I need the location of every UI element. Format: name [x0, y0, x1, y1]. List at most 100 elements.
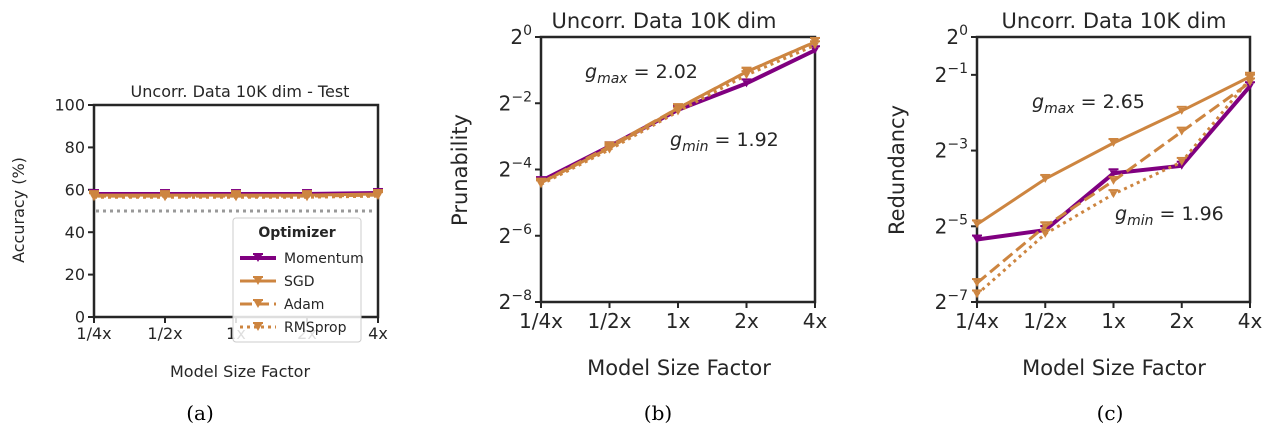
y-tick-label: 2−6: [499, 222, 532, 248]
caption-b: (b): [644, 401, 672, 425]
y-tick-label: 20: [946, 23, 968, 49]
gmin-subscript: min: [682, 139, 708, 155]
gmax-value: = 2.65: [1075, 91, 1145, 113]
data-point-adam: [1177, 128, 1186, 136]
x-tick-label-1x: 1x: [666, 309, 691, 333]
gmin-symbol: g: [670, 129, 682, 151]
data-point-rmsprop: [303, 194, 311, 202]
y-tick-base: 2: [946, 25, 959, 49]
x-tick-label-4x: 4x: [803, 309, 828, 333]
data-point-momentum: [811, 47, 819, 55]
gmin-symbol: g: [1115, 203, 1127, 225]
gmin-value: = 1.92: [708, 129, 778, 151]
y-tick-label: 2−1: [935, 61, 968, 87]
y-tick-base: 2: [499, 158, 512, 182]
data-point-adam: [1109, 177, 1118, 185]
y-tick-exponent: −7: [947, 288, 968, 304]
data-point-momentum: [973, 236, 981, 244]
x-tick-label-2x: 2x: [734, 309, 759, 333]
y-tick-base: 2: [499, 224, 512, 248]
y-tick-exponent: 0: [959, 23, 968, 39]
data-point-rmsprop: [537, 181, 545, 189]
data-point-adam: [973, 280, 981, 288]
y-tick-base: 2: [935, 63, 948, 87]
data-point-rmsprop: [1246, 75, 1254, 83]
legend-box: [232, 217, 362, 343]
data-point-momentum: [1177, 162, 1186, 170]
panel-c-gmax-annotation: gmax = 2.65: [1032, 91, 1145, 117]
y-tick-base: 2: [935, 214, 948, 238]
y-tick-exponent: −4: [511, 156, 532, 172]
gmax-value: = 2.02: [628, 61, 698, 83]
data-point-rmsprop: [232, 194, 240, 202]
x-tick-label-1-4x: 1/4x: [76, 324, 111, 343]
gmax-subscript: max: [1044, 101, 1075, 117]
data-point-rmsprop: [161, 194, 169, 202]
legend-label-sgd: SGD: [284, 274, 315, 290]
gmax-subscript: max: [597, 71, 628, 87]
panel-a-ylabel: Accuracy (%): [9, 157, 28, 263]
legend-marker-momentum: [254, 255, 262, 262]
y-tick-label: 0: [75, 308, 85, 327]
data-point-sgd: [973, 221, 981, 229]
y-tick-label: 60: [65, 180, 85, 199]
gmin-value: = 1.96: [1153, 203, 1223, 225]
y-tick-base: 2: [510, 25, 523, 49]
data-point-rmsprop: [973, 291, 981, 299]
y-tick-exponent: 0: [523, 23, 532, 39]
legend-label-momentum: Momentum: [284, 251, 364, 267]
panel-c-gmin-annotation: gmin = 1.96: [1115, 203, 1224, 229]
y-tick-base: 2: [499, 91, 512, 115]
data-point-rmsprop: [811, 42, 819, 50]
data-point-rmsprop: [605, 146, 614, 154]
gmax-symbol: g: [1032, 91, 1044, 113]
y-tick-exponent: −2: [511, 89, 532, 105]
y-tick-base: 2: [935, 290, 948, 314]
y-tick-label: 20: [510, 23, 532, 49]
data-point-rmsprop: [1177, 158, 1186, 166]
y-tick-label: 2−3: [935, 137, 968, 163]
panel-b-ylabel: Prunability: [448, 114, 472, 226]
legend-title: Optimizer: [258, 225, 335, 241]
y-tick-label: 100: [54, 96, 85, 115]
x-tick-label-1x: 1x: [1101, 309, 1126, 333]
gmax-symbol: g: [585, 61, 597, 83]
panel-b: Uncorr. Data 10K dim 1/4x 1/2x 1x 2x 4x202−2…: [448, 9, 827, 425]
caption-c: (c): [1097, 401, 1124, 425]
panel-a-title: Uncorr. Data 10K dim - Test: [131, 82, 350, 101]
data-point-rmsprop: [1109, 191, 1118, 199]
panel-c-ylabel: Redundancy: [885, 105, 909, 235]
y-tick-exponent: −8: [511, 288, 532, 304]
x-tick-label-1-4x: 1/4x: [519, 309, 563, 333]
data-point-sgd: [1041, 175, 1050, 183]
x-tick-label-1-2x: 1/2x: [587, 309, 631, 333]
x-tick-label-2x: 2x: [1169, 309, 1194, 333]
panel-c: Uncorr. Data 10K dim 1/4x 1/2x 1x 2x 4x202−1…: [885, 9, 1262, 425]
caption-a: (a): [186, 401, 214, 425]
panel-c-title: Uncorr. Data 10K dim: [1001, 9, 1226, 33]
data-point-rmsprop: [90, 194, 98, 202]
y-tick-label: 2−7: [935, 288, 968, 314]
legend-label-adam: Adam: [284, 297, 324, 313]
data-point-sgd: [1109, 140, 1118, 147]
y-tick-exponent: −5: [947, 212, 968, 228]
x-tick-label-1-2x: 1/2x: [1023, 309, 1067, 333]
y-tick-label: 80: [65, 138, 85, 157]
y-tick-base: 2: [935, 139, 948, 163]
data-point-rmsprop: [374, 193, 382, 201]
legend-label-rmsprop: RMSprop: [284, 320, 347, 336]
panel-b-xlabel: Model Size Factor: [587, 356, 771, 380]
y-tick-label: 2−5: [935, 212, 968, 238]
gmin-subscript: min: [1127, 213, 1153, 229]
x-tick-label-4x: 4x: [368, 324, 388, 343]
y-tick-label: 2−4: [499, 156, 532, 182]
y-tick-label: 40: [65, 223, 85, 242]
panel-a-xlabel: Model Size Factor: [170, 362, 310, 381]
data-point-momentum: [1246, 83, 1254, 91]
panel-b-gmax-annotation: gmax = 2.02: [585, 61, 698, 87]
data-point-momentum: [1109, 170, 1118, 178]
data-point-rmsprop: [674, 108, 682, 116]
